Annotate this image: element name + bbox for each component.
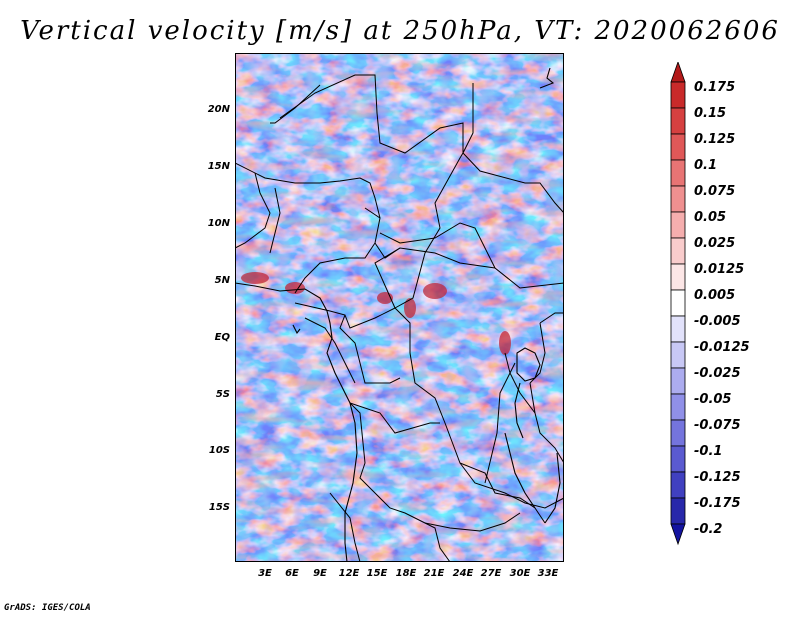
- colorbar-segment-3: [670, 133, 686, 161]
- country-borders: [235, 74, 564, 562]
- colorbar-segment-9: [670, 289, 686, 317]
- lat-label-20n: 20N: [207, 104, 230, 115]
- colorbar-segment-11: [670, 341, 686, 369]
- coastlines-lakes: [235, 67, 561, 562]
- lat-label-eq: EQ: [214, 332, 230, 343]
- colorbar-label-15: -0.125: [694, 470, 741, 485]
- lon-label-15e: 15E: [366, 568, 388, 579]
- colorbar: [670, 62, 686, 546]
- lat-label-5n: 5N: [214, 275, 230, 286]
- field-blue-streaks: [235, 53, 564, 562]
- colorbar-label-4: 0.075: [694, 184, 736, 199]
- lon-label-30e: 30E: [509, 568, 531, 579]
- colorbar-label-2: 0.125: [694, 132, 736, 147]
- lon-label-3e: 3E: [258, 568, 272, 579]
- colorbar-segments: [670, 62, 686, 546]
- lat-label-15s: 15S: [208, 502, 230, 513]
- colorbar-segment-4: [670, 159, 686, 187]
- colorbar-label-3: 0.1: [694, 158, 718, 173]
- colorbar-label-12: -0.05: [694, 392, 732, 407]
- colorbar-label-1: 0.15: [694, 106, 727, 121]
- colorbar-label-6: 0.025: [694, 236, 736, 251]
- lon-label-12e: 12E: [338, 568, 360, 579]
- lon-label-6e: 6E: [285, 568, 299, 579]
- colorbar-segment-14: [670, 419, 686, 447]
- colorbar-segment-1: [670, 81, 686, 109]
- colorbar-segment-2: [670, 107, 686, 135]
- lon-label-33e: 33E: [537, 568, 559, 579]
- colorbar-segment-12: [670, 367, 686, 395]
- colorbar-segment-5: [670, 185, 686, 213]
- plot-title: Vertical velocity [m/s] at 250hPa, VT: 2…: [20, 16, 780, 46]
- lon-label-24e: 24E: [452, 568, 474, 579]
- colorbar-segment-6: [670, 211, 686, 239]
- colorbar-segment-7: [670, 237, 686, 265]
- colorbar-label-9: -0.005: [694, 314, 741, 329]
- colorbar-segment-10: [670, 315, 686, 343]
- colorbar-label-16: -0.175: [694, 496, 741, 511]
- colorbar-label-14: -0.1: [694, 444, 723, 459]
- lon-label-18e: 18E: [395, 568, 417, 579]
- colorbar-label-11: -0.025: [694, 366, 741, 381]
- colorbar-segment-15: [670, 445, 686, 473]
- lon-label-27e: 27E: [480, 568, 502, 579]
- lat-label-10s: 10S: [208, 445, 230, 456]
- map-border: [235, 53, 564, 562]
- colorbar-segment-17: [670, 497, 686, 525]
- lat-label-10n: 10N: [207, 218, 230, 229]
- colorbar-label-17: -0.2: [694, 522, 723, 537]
- colorbar-segment-13: [670, 393, 686, 421]
- convective-hotspots: [241, 272, 511, 355]
- colorbar-label-5: 0.05: [694, 210, 727, 225]
- colorbar-label-7: 0.0125: [694, 262, 745, 277]
- colorbar-segment-8: [670, 263, 686, 291]
- colorbar-label-0: 0.175: [694, 80, 736, 95]
- lat-label-5s: 5S: [215, 389, 230, 400]
- colorbar-label-10: -0.0125: [694, 340, 750, 355]
- vertical-velocity-map: [235, 53, 564, 562]
- grads-credit: GrADS: IGES/COLA: [4, 603, 91, 613]
- colorbar-segment-16: [670, 471, 686, 499]
- colorbar-segment-0: [670, 62, 686, 83]
- lat-label-15n: 15N: [207, 161, 230, 172]
- lon-label-9e: 9E: [313, 568, 327, 579]
- colorbar-label-8: 0.005: [694, 288, 736, 303]
- lon-label-21e: 21E: [423, 568, 445, 579]
- colorbar-label-13: -0.075: [694, 418, 741, 433]
- colorbar-segment-18: [670, 523, 686, 546]
